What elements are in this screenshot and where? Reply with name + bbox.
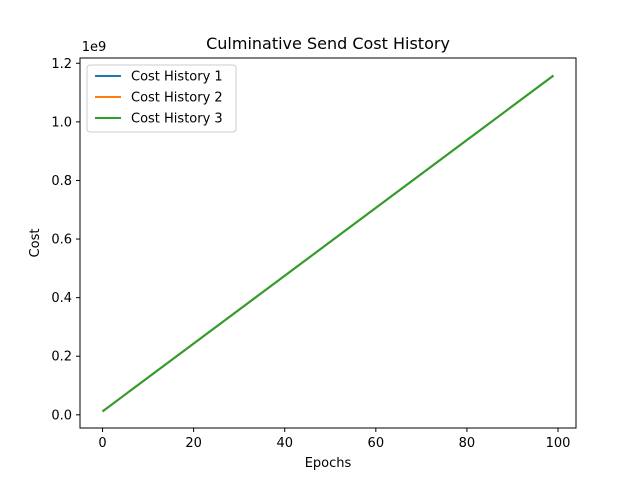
y-tick-label: 0.0 (51, 408, 72, 423)
y-tick-label: 0.6 (51, 233, 72, 248)
legend-label-1: Cost History 1 (131, 70, 223, 85)
chart-title: Culminative Send Cost History (206, 34, 450, 53)
y-tick-label: 0.2 (51, 350, 72, 365)
series-layer (101, 74, 555, 413)
y-axis-offset-label: 1e9 (82, 40, 107, 55)
x-axis-label: Epochs (305, 456, 352, 471)
x-tick-label: 80 (459, 436, 476, 451)
legend-items: Cost History 1 Cost History 2 Cost History… (95, 70, 223, 127)
legend-label-2: Cost History 2 (131, 91, 223, 106)
x-tick-label: 0 (98, 436, 106, 451)
x-axis-ticks: 0 20 40 60 80 100 (98, 428, 570, 451)
y-tick-label: 1.0 (51, 115, 72, 130)
y-axis-ticks: 0.0 0.2 0.4 0.6 0.8 1.0 1.2 (51, 57, 80, 423)
x-tick-label: 60 (368, 436, 385, 451)
x-tick-label: 20 (185, 436, 202, 451)
plot-frame (79, 57, 577, 429)
legend-label-3: Cost History 3 (131, 112, 223, 127)
y-axis-label: Cost (28, 229, 43, 258)
series-line-3 (101, 74, 555, 413)
y-tick-label: 0.4 (51, 291, 72, 306)
x-tick-label: 100 (546, 436, 571, 451)
y-tick-label: 1.2 (51, 57, 72, 72)
legend: Cost History 1 Cost History 2 Cost History… (86, 64, 237, 133)
legend-box (86, 64, 237, 133)
y-tick-label: 0.8 (51, 174, 72, 189)
x-tick-label: 40 (276, 436, 293, 451)
